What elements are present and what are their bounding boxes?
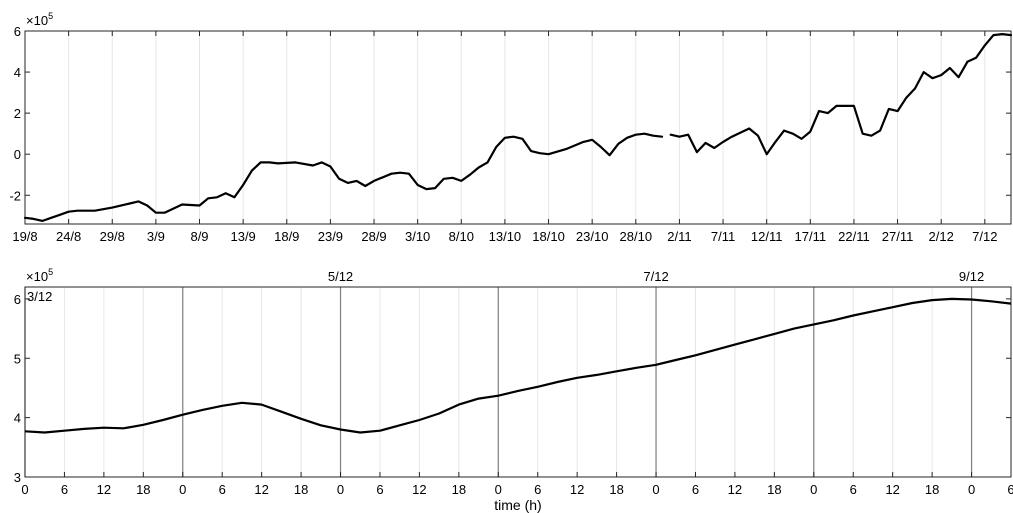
x-tick-label: 12 (885, 482, 899, 497)
x-tick-label: 27/11 (882, 229, 914, 244)
x-tick-label: 0 (21, 482, 28, 497)
y-tick-label: 4 (14, 411, 21, 426)
x-tick-label: 0 (495, 482, 502, 497)
y-tick-label: 4 (14, 65, 21, 80)
x-tick-label: 24/8 (56, 229, 81, 244)
y-tick-label: 3 (14, 470, 21, 485)
x-tick-label: 6 (850, 482, 857, 497)
x-tick-label: 7/12 (972, 229, 997, 244)
x-tick-label: 6 (376, 482, 383, 497)
x-tick-label: 6 (534, 482, 541, 497)
day-label: 9/12 (959, 269, 984, 284)
x-tick-label: 12/11 (751, 229, 783, 244)
bottom-chart-exponent-label: ×105 (26, 267, 53, 284)
x-tick-label: 18 (452, 482, 466, 497)
x-tick-label: 13/10 (489, 229, 522, 244)
top-chart-exponent-label: ×105 (26, 11, 53, 28)
x-tick-label: 28/10 (620, 229, 653, 244)
top-chart-panel: 19/8 24/8 29/8 3/9 8/9 13/9 18/9 23/9 28/9 3/10 8/… (9, 11, 1013, 244)
x-tick-label: 18 (136, 482, 150, 497)
x-tick-label: 6 (61, 482, 68, 497)
series-line (669, 33, 1013, 156)
x-tick-label: 19/8 (12, 229, 37, 244)
x-tick-label: 18 (925, 482, 939, 497)
x-tick-label: 6 (1007, 482, 1013, 497)
x-tick-label: 23/9 (318, 229, 343, 244)
x-tick-label: 8/10 (449, 229, 474, 244)
bottom-chart-day-labels: 3/12 5/12 7/12 9/12 (27, 269, 984, 304)
bottom-chart-x-axis-label: time (h) (494, 497, 541, 513)
day-label: 5/12 (328, 269, 353, 284)
bottom-chart-frame (24, 286, 1012, 478)
x-tick-label: 17/11 (795, 229, 827, 244)
day-label: 3/12 (27, 289, 52, 304)
y-tick-label: -2 (9, 188, 21, 203)
x-tick-label: 3/10 (405, 229, 430, 244)
x-tick-label: 0 (810, 482, 817, 497)
x-tick-label: 18/10 (532, 229, 565, 244)
x-tick-label: 23/10 (576, 229, 609, 244)
x-tick-label: 7/11 (711, 229, 735, 244)
bottom-chart-panel: 0 6 12 18 0 6 12 18 0 6 12 18 0 6 12 18 0 6 12 18 0 6 12 18 0 6 3 4… (14, 267, 1013, 513)
y-tick-label: 6 (14, 292, 21, 307)
top-chart-ticks: 19/8 24/8 29/8 3/9 8/9 13/9 18/9 23/9 28/9 3/10 8/… (9, 24, 1011, 244)
x-tick-label: 29/8 (100, 229, 125, 244)
bottom-chart-series (25, 297, 1011, 434)
y-tick-label: 6 (14, 24, 21, 39)
x-tick-label: 0 (179, 482, 186, 497)
bottom-chart-grid (24, 287, 1012, 477)
x-tick-label: 2/11 (667, 229, 691, 244)
x-tick-label: 28/9 (361, 229, 386, 244)
x-tick-label: 12 (412, 482, 426, 497)
x-tick-label: 6 (692, 482, 699, 497)
top-chart-series (23, 33, 1013, 222)
x-tick-label: 13/9 (230, 229, 255, 244)
series-line (25, 297, 1011, 434)
day-label: 7/12 (643, 269, 668, 284)
series-line (23, 132, 664, 222)
y-tick-label: 2 (14, 106, 21, 121)
x-tick-label: 12 (97, 482, 111, 497)
bottom-chart-ticks: 0 6 12 18 0 6 12 18 0 6 12 18 0 6 12 18 0 6 12 18 0 6 12 18 0 6 3 4… (14, 292, 1013, 497)
x-tick-label: 12 (728, 482, 742, 497)
x-tick-label: 18 (767, 482, 781, 497)
top-chart-grid (24, 31, 986, 224)
x-tick-label: 3/9 (147, 229, 165, 244)
x-tick-label: 0 (337, 482, 344, 497)
x-tick-label: 8/9 (190, 229, 208, 244)
x-tick-label: 18/9 (274, 229, 299, 244)
x-tick-label: 6 (219, 482, 226, 497)
x-tick-label: 18 (294, 482, 308, 497)
x-tick-label: 2/12 (929, 229, 954, 244)
x-tick-label: 12 (254, 482, 268, 497)
x-tick-label: 18 (609, 482, 623, 497)
x-tick-label: 22/11 (838, 229, 870, 244)
y-tick-label: 5 (14, 351, 21, 366)
top-chart-frame (24, 30, 1012, 225)
y-tick-label: 0 (14, 147, 21, 162)
x-tick-label: 0 (968, 482, 975, 497)
x-tick-label: 12 (570, 482, 584, 497)
x-tick-label: 0 (652, 482, 659, 497)
